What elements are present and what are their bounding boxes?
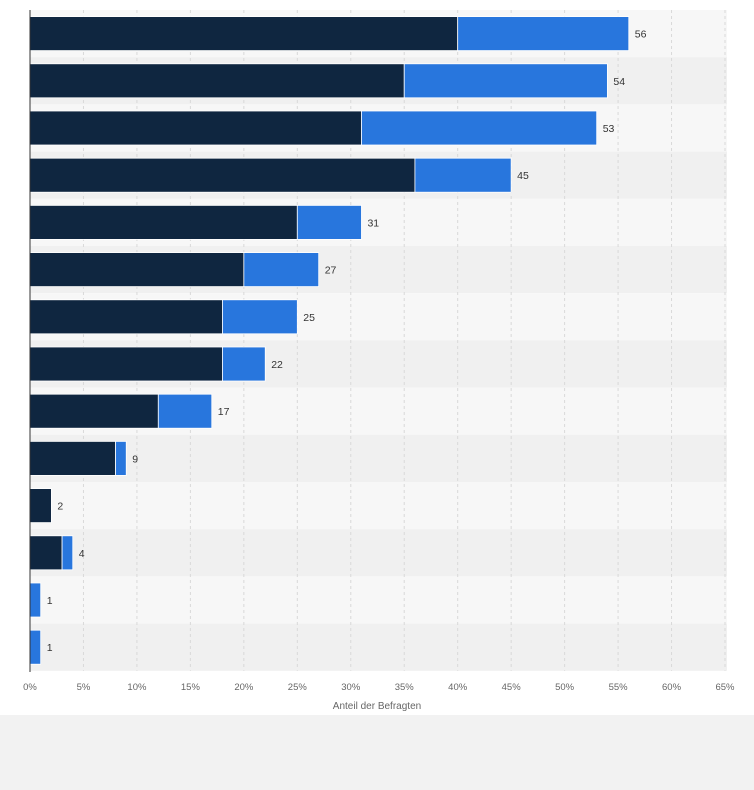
data-label: 2 xyxy=(57,501,63,513)
bar-segment-blue[interactable] xyxy=(222,346,266,382)
bar-segment-blue[interactable] xyxy=(414,157,512,193)
x-tick-label: 5% xyxy=(77,682,91,693)
bar-segment-blue[interactable] xyxy=(61,535,74,571)
bar-segment-blue[interactable] xyxy=(29,629,42,665)
row-band xyxy=(30,623,727,671)
bar-segment-dark[interactable] xyxy=(29,488,52,524)
row-band xyxy=(30,576,727,624)
row-bands xyxy=(30,10,727,671)
row-band xyxy=(30,482,727,530)
x-tick-label: 0% xyxy=(23,682,37,693)
bar-segment-dark[interactable] xyxy=(29,346,223,382)
data-label: 25 xyxy=(303,312,315,324)
data-label: 1 xyxy=(47,595,53,607)
bar-segment-dark[interactable] xyxy=(29,299,223,335)
x-tick-label: 40% xyxy=(448,682,468,693)
bar-segment-dark[interactable] xyxy=(29,63,405,99)
row-band xyxy=(30,434,727,482)
x-tick-label: 25% xyxy=(288,682,308,693)
row-band xyxy=(30,529,727,577)
bar-segment-blue[interactable] xyxy=(296,204,362,240)
x-tick-label: 65% xyxy=(715,682,735,693)
data-label: 31 xyxy=(367,217,379,229)
bar-segment-dark[interactable] xyxy=(29,252,245,288)
footer-band xyxy=(0,715,754,790)
bar-segment-blue[interactable] xyxy=(243,252,320,288)
x-tick-label: 60% xyxy=(662,682,682,693)
bar-segment-dark[interactable] xyxy=(29,157,416,193)
value-labels: 56 54 53 45 31 27 25 22 17 9 2 4 1 1 xyxy=(47,29,647,655)
x-tick-label: 50% xyxy=(555,682,575,693)
bar-segment-dark[interactable] xyxy=(29,16,459,52)
x-tick-label: 15% xyxy=(181,682,201,693)
data-label: 22 xyxy=(271,359,283,371)
data-label: 9 xyxy=(132,453,138,465)
bar-segment-blue[interactable] xyxy=(222,299,298,335)
bar-segment-blue[interactable] xyxy=(361,110,598,146)
bar-segment-dark[interactable] xyxy=(29,204,298,240)
data-label: 56 xyxy=(635,29,647,41)
bar-segment-blue[interactable] xyxy=(403,63,608,99)
data-label: 53 xyxy=(603,123,615,135)
x-tick-label: 20% xyxy=(234,682,254,693)
bar-segment-dark[interactable] xyxy=(29,535,63,571)
bars xyxy=(29,16,630,665)
bar-segment-dark[interactable] xyxy=(29,440,116,476)
bar-segment-blue[interactable] xyxy=(157,393,213,429)
bar-segment-dark[interactable] xyxy=(29,110,362,146)
bar-segment-dark[interactable] xyxy=(29,393,159,429)
bar-segment-blue[interactable] xyxy=(29,582,42,618)
x-tick-label: 35% xyxy=(395,682,415,693)
bar-segment-blue[interactable] xyxy=(457,16,630,52)
data-label: 1 xyxy=(47,642,53,654)
data-label: 45 xyxy=(517,170,529,182)
data-label: 27 xyxy=(325,265,337,277)
x-tick-label: 55% xyxy=(609,682,629,693)
x-axis-ticks: 0% 5% 10% 15% 20% 25% 30% 35% 40% 45% 50% 55% 60% 65% xyxy=(23,682,735,693)
x-axis-label: Anteil der Befragten xyxy=(333,701,421,712)
x-tick-label: 45% xyxy=(502,682,522,693)
bar-segment-blue[interactable] xyxy=(115,440,127,476)
data-label: 4 xyxy=(79,548,85,560)
data-label: 17 xyxy=(218,406,230,418)
data-label: 54 xyxy=(613,76,625,88)
x-tick-label: 10% xyxy=(127,682,147,693)
x-tick-label: 30% xyxy=(341,682,361,693)
